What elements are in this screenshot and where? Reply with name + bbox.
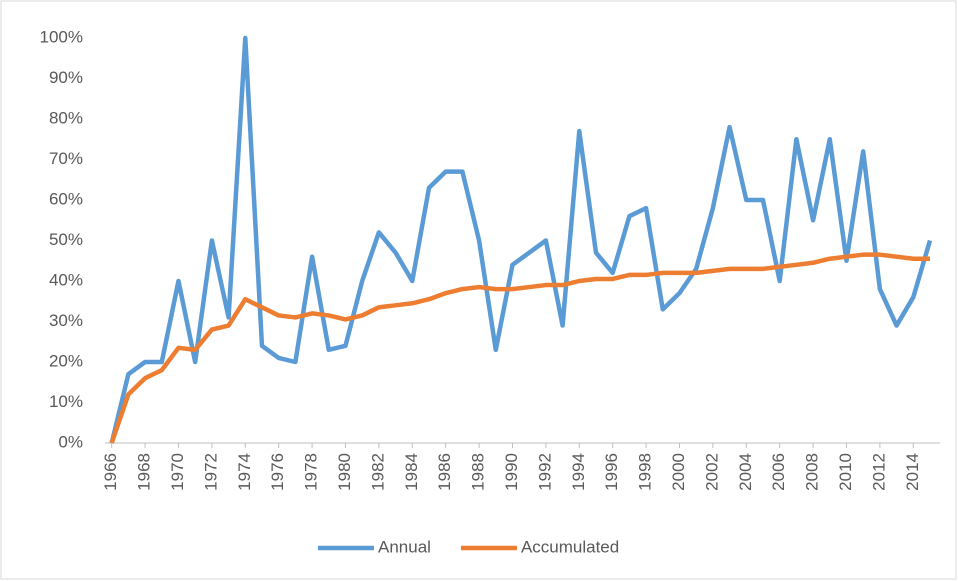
x-tick-label: 2014 — [903, 453, 922, 491]
series-line — [109, 35, 933, 444]
series-line — [109, 252, 930, 444]
x-tick-label: 1996 — [602, 453, 621, 491]
legend-label: Accumulated — [521, 537, 619, 556]
y-tick-label: 40% — [49, 270, 83, 289]
x-tick-label: 2000 — [669, 453, 688, 491]
x-tick-label: 1970 — [168, 453, 187, 491]
x-tick-label: 1984 — [402, 453, 421, 491]
legend-label: Annual — [378, 537, 431, 556]
x-tick-label: 1968 — [135, 453, 154, 491]
x-tick-label: 2012 — [869, 453, 888, 491]
x-tick-label: 1982 — [368, 453, 387, 491]
x-tick-label: 1990 — [502, 453, 521, 491]
y-tick-label: 30% — [49, 311, 83, 330]
x-tick-label: 1974 — [235, 453, 254, 491]
x-tick-label: 1988 — [469, 453, 488, 491]
x-tick-label: 1994 — [569, 453, 588, 491]
x-tick-label: 2002 — [702, 453, 721, 491]
x-tick-label: 2006 — [769, 453, 788, 491]
x-tick-label: 2004 — [736, 453, 755, 491]
y-tick-label: 0% — [58, 432, 83, 451]
x-tick-label: 1972 — [201, 453, 220, 491]
x-tick-label: 1966 — [101, 453, 120, 491]
y-tick-label: 70% — [49, 149, 83, 168]
y-tick-label: 50% — [49, 230, 83, 249]
x-tick-label: 1998 — [636, 453, 655, 491]
x-tick-label: 2010 — [836, 453, 855, 491]
y-tick-label: 90% — [49, 68, 83, 87]
x-tick-label: 2008 — [803, 453, 822, 491]
y-tick-label: 20% — [49, 351, 83, 370]
y-tick-label: 60% — [49, 189, 83, 208]
x-tick-label: 1978 — [302, 453, 321, 491]
x-tick-label: 1986 — [435, 453, 454, 491]
x-tick-label: 1992 — [535, 453, 554, 491]
y-tick-label: 80% — [49, 108, 83, 127]
y-tick-label: 10% — [49, 392, 83, 411]
x-tick-label: 1980 — [335, 453, 354, 491]
y-tick-label: 100% — [40, 27, 83, 46]
x-tick-label: 1976 — [268, 453, 287, 491]
